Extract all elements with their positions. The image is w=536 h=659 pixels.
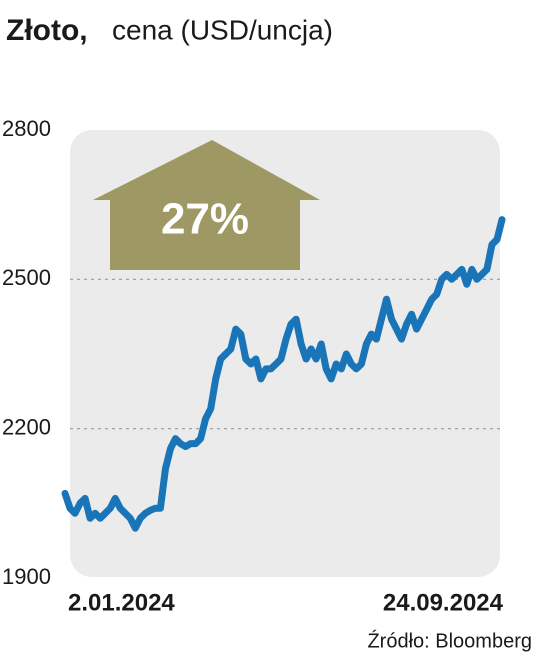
chart-subtitle: cena (USD/uncja): [112, 14, 333, 45]
line: [61, 216, 506, 532]
annotation-arrow: [93, 140, 320, 270]
y-tick-label: 1900: [2, 564, 51, 589]
chart-title: Złoto,: [6, 14, 88, 47]
y-tick-label: 2200: [2, 414, 51, 439]
y-tick-label: 2800: [2, 116, 51, 141]
x-tick-label: 2.01.2024: [68, 589, 175, 616]
annotation: 27%: [161, 195, 249, 244]
x-tick-label: 24.09.2024: [383, 589, 504, 616]
y-tick-label: 2500: [2, 265, 51, 290]
source: Źródło: Bloomberg: [367, 629, 532, 652]
